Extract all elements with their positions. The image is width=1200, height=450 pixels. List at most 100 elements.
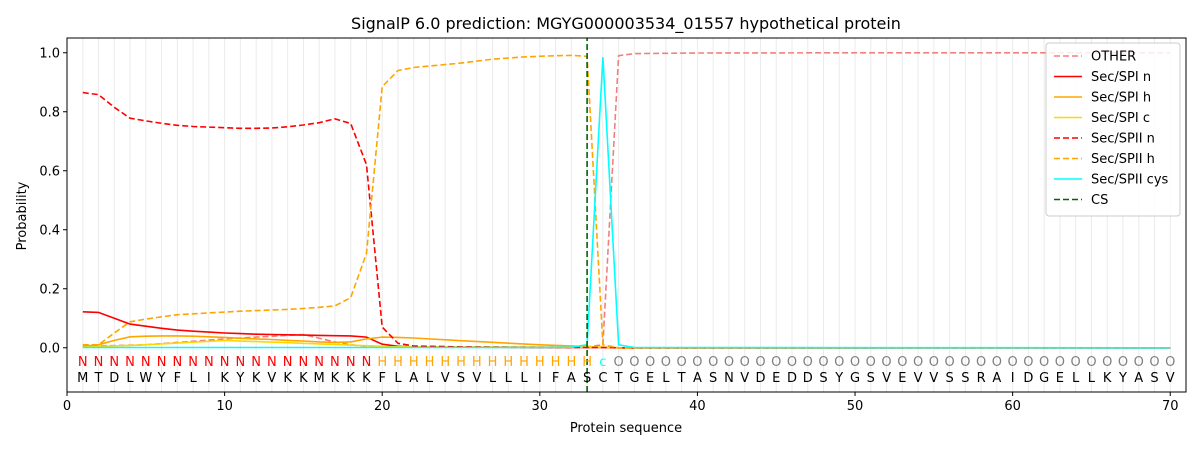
residue-label: K	[283, 371, 292, 386]
region-label: O	[677, 355, 687, 370]
region-label: O	[929, 355, 939, 370]
residue-label: L	[1072, 371, 1080, 386]
region-label: O	[1023, 355, 1033, 370]
residue-label: E	[646, 371, 654, 386]
region-label: H	[440, 355, 450, 370]
residue-label: N	[724, 371, 734, 386]
residue-label: S	[709, 371, 717, 386]
axes: 0 10 20 30 40 50 60 70 0.0 0.2 0.4 0.6 0.8 1.0	[39, 37, 1187, 414]
residue-label: A	[409, 371, 418, 386]
region-label: H	[472, 355, 482, 370]
residue-label: K	[331, 371, 340, 386]
x-tick-label: 60	[1004, 399, 1021, 414]
x-tick-label: 70	[1162, 399, 1179, 414]
region-label: O	[818, 355, 828, 370]
region-label: O	[1102, 355, 1112, 370]
y-tick-label: 1.0	[39, 46, 60, 61]
region-label: H	[551, 355, 561, 370]
region-label: O	[771, 355, 781, 370]
series-line	[82, 91, 1171, 349]
residue-label: G	[1039, 371, 1049, 386]
residue-label: I	[1011, 371, 1015, 386]
legend-label: OTHER	[1091, 50, 1136, 65]
residue-label: F	[552, 371, 559, 386]
plot-frame	[66, 37, 1187, 393]
residue-label: L	[662, 371, 670, 386]
region-label: O	[692, 355, 702, 370]
region-label: O	[1071, 355, 1081, 370]
residue-label: G	[850, 371, 860, 386]
residue-label: D	[1023, 371, 1033, 386]
region-label: N	[109, 355, 119, 370]
residue-label: Y	[834, 371, 843, 386]
region-label: N	[125, 355, 135, 370]
residue-label: F	[378, 371, 385, 386]
region-label: O	[755, 355, 765, 370]
legend-label: Sec/SPII cys	[1091, 173, 1169, 188]
residue-label: T	[94, 371, 103, 386]
y-tick-label: 0.4	[39, 223, 60, 238]
region-label: N	[314, 355, 324, 370]
residue-label: K	[362, 371, 371, 386]
region-label: N	[283, 355, 293, 370]
residue-label: T	[677, 371, 686, 386]
residue-label: L	[489, 371, 497, 386]
region-label: O	[629, 355, 639, 370]
region-label: O	[944, 355, 954, 370]
residue-label: Y	[1118, 371, 1127, 386]
residue-label: E	[898, 371, 906, 386]
x-tick-label: 30	[532, 399, 549, 414]
residue-label: V	[267, 371, 276, 386]
region-label: O	[614, 355, 624, 370]
legend-label: Sec/SPII h	[1091, 152, 1155, 167]
region-label: N	[172, 355, 182, 370]
residue-label: K	[299, 371, 308, 386]
region-label: H	[425, 355, 435, 370]
residue-label: D	[803, 371, 813, 386]
region-label: O	[1055, 355, 1065, 370]
legend-label: Sec/SPII n	[1091, 132, 1155, 147]
residue-label: K	[220, 371, 229, 386]
region-label: O	[881, 355, 891, 370]
residue-label: L	[426, 371, 434, 386]
residue-label: S	[867, 371, 875, 386]
residue-label: V	[1166, 371, 1175, 386]
x-tick-label: 0	[63, 399, 71, 414]
residue-label: L	[505, 371, 513, 386]
region-label: O	[1149, 355, 1159, 370]
region-label: N	[299, 355, 309, 370]
x-tick-label: 40	[689, 399, 706, 414]
residue-label: S	[945, 371, 953, 386]
residue-label: V	[740, 371, 749, 386]
residue-label: V	[882, 371, 891, 386]
region-label: O	[1086, 355, 1096, 370]
region-label: N	[362, 355, 372, 370]
residue-label: D	[787, 371, 797, 386]
legend-label: Sec/SPI n	[1091, 70, 1151, 85]
residue-label: Y	[235, 371, 244, 386]
region-label: O	[787, 355, 797, 370]
residue-label: T	[614, 371, 623, 386]
residue-label: I	[538, 371, 542, 386]
residue-label: Y	[157, 371, 166, 386]
region-label: O	[834, 355, 844, 370]
region-label: O	[1008, 355, 1018, 370]
residue-label: S	[583, 371, 591, 386]
region-label: O	[645, 355, 655, 370]
residue-label: L	[520, 371, 528, 386]
sequence-labels: NMNTNDNLNWNYNFNLNINKNYNKNVNKNKNMNKNKNKHF…	[77, 355, 1175, 386]
legend-label: Sec/SPI c	[1091, 111, 1150, 126]
region-label: O	[1039, 355, 1049, 370]
region-label: H	[519, 355, 529, 370]
region-label: N	[220, 355, 230, 370]
region-label: H	[393, 355, 403, 370]
region-label: O	[866, 355, 876, 370]
y-tick-label: 0.8	[39, 105, 60, 120]
residue-label: L	[126, 371, 134, 386]
residue-label: L	[189, 371, 197, 386]
series-line	[82, 51, 1171, 349]
region-label: O	[913, 355, 923, 370]
residue-label: V	[472, 371, 481, 386]
residue-label: V	[914, 371, 923, 386]
